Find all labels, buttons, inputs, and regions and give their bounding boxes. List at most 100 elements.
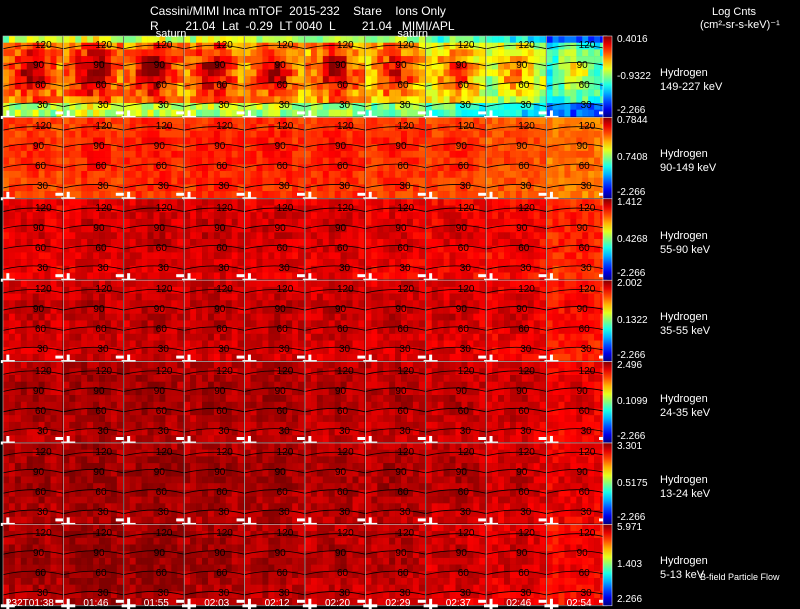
contour-line [2, 468, 64, 474]
contour-line [63, 326, 124, 331]
contour-label: 60 [397, 242, 409, 254]
contour-label: 30 [339, 507, 351, 518]
contour-line [123, 143, 185, 148]
contour-line [425, 44, 487, 50]
contour-label: 60 [216, 568, 228, 580]
contour-label: 120 [276, 40, 294, 51]
contour-line [365, 468, 426, 474]
contour-label: 120 [155, 284, 173, 296]
contour-line [546, 468, 608, 474]
contour-label: 120 [397, 202, 415, 214]
contour-label: 30 [520, 507, 532, 518]
contour-label: 30 [339, 425, 351, 437]
contour-line [2, 326, 64, 331]
contour-line [546, 346, 608, 352]
contour-label: 60 [337, 324, 349, 336]
contour-line [123, 224, 185, 230]
contour-line [123, 570, 185, 576]
contour-label: 120 [216, 202, 233, 214]
contour-line [244, 451, 306, 457]
contour-line [425, 489, 487, 494]
contour-label: 90 [455, 548, 467, 560]
contour-line [123, 163, 185, 169]
contour-label: 120 [518, 40, 535, 51]
colorbar [602, 361, 613, 444]
heatmap-panel [63, 198, 125, 281]
contour-line [184, 509, 245, 514]
contour-label: 30 [218, 344, 230, 356]
contour-line [63, 533, 124, 538]
contour-line [546, 207, 608, 212]
heatmap-panel [304, 442, 366, 525]
contour-label: 120 [578, 202, 596, 214]
contour-line [546, 126, 608, 131]
contour-label: 90 [33, 385, 45, 397]
contour-label: 120 [578, 528, 596, 540]
contour-line [304, 184, 366, 189]
contour-label: 30 [580, 262, 592, 274]
contour-line [365, 289, 426, 294]
contour-label: 30 [218, 181, 230, 193]
channel-label: Hydrogen 24-35 keV [660, 392, 711, 419]
contour-line [244, 489, 306, 494]
contour-line [123, 428, 185, 433]
contour-line [546, 289, 608, 294]
heatmap-panel [244, 35, 306, 118]
crosshair-marker [417, 274, 430, 278]
contour-label: 60 [457, 242, 469, 254]
contour-label: 30 [459, 425, 471, 437]
contour-label: 120 [397, 40, 415, 51]
heatmap-panel [183, 279, 245, 362]
contour-label: 120 [457, 528, 475, 540]
contour-line [244, 550, 306, 555]
contour-line [2, 224, 64, 230]
heatmap-panel [63, 361, 125, 444]
contour-line [123, 289, 185, 294]
contour-label: 90 [33, 304, 45, 316]
contour-label: 120 [276, 528, 294, 540]
contour-label: 30 [520, 181, 532, 193]
bfield-legend: B-field Particle Flow [700, 572, 780, 582]
crosshair-marker [538, 437, 551, 440]
contour-line [365, 370, 426, 375]
contour-label: 90 [335, 304, 347, 316]
time-tick-label: 02:03 [204, 598, 230, 609]
contour-line [63, 126, 124, 131]
heatmap-panel [546, 117, 608, 200]
contour-line [304, 126, 366, 131]
contour-line [244, 207, 306, 212]
contour-line [63, 207, 124, 212]
contour-line [2, 451, 64, 457]
contour-line [546, 451, 608, 457]
contour-line [244, 591, 306, 596]
crosshair-marker [538, 355, 551, 359]
heatmap-panel [123, 35, 185, 118]
heatmap-panel [2, 117, 64, 200]
contour-label: 120 [457, 40, 475, 51]
contour-label: 90 [395, 467, 407, 478]
contour-line [365, 82, 426, 87]
contour-label: 60 [337, 80, 349, 91]
contour-label: 90 [93, 548, 105, 560]
crosshair-marker [417, 518, 430, 522]
contour-line [425, 533, 487, 538]
crosshair-marker [236, 192, 249, 196]
contour-label: 120 [397, 447, 415, 458]
contour-line [123, 207, 185, 212]
contour-label: 90 [395, 548, 407, 560]
contour-line [546, 224, 608, 230]
heatmap-panel [123, 279, 185, 362]
contour-line [63, 143, 124, 148]
contour-label: 60 [337, 568, 349, 580]
heatmap-panel [304, 361, 366, 444]
contour-label: 30 [459, 181, 471, 193]
colorbar-tick-min: -2.266 [617, 186, 646, 198]
ephemeris-line: R 21.04 Lat -0.29 LT 0040 L 21.04 MIMI/A… [150, 19, 455, 33]
contour-line [184, 163, 245, 169]
crosshair-marker [176, 274, 189, 278]
contour-line [2, 82, 64, 87]
crosshair-marker [478, 192, 491, 196]
contour-label: 90 [576, 304, 588, 316]
heatmap-panel [365, 442, 427, 525]
contour-line [63, 245, 124, 250]
